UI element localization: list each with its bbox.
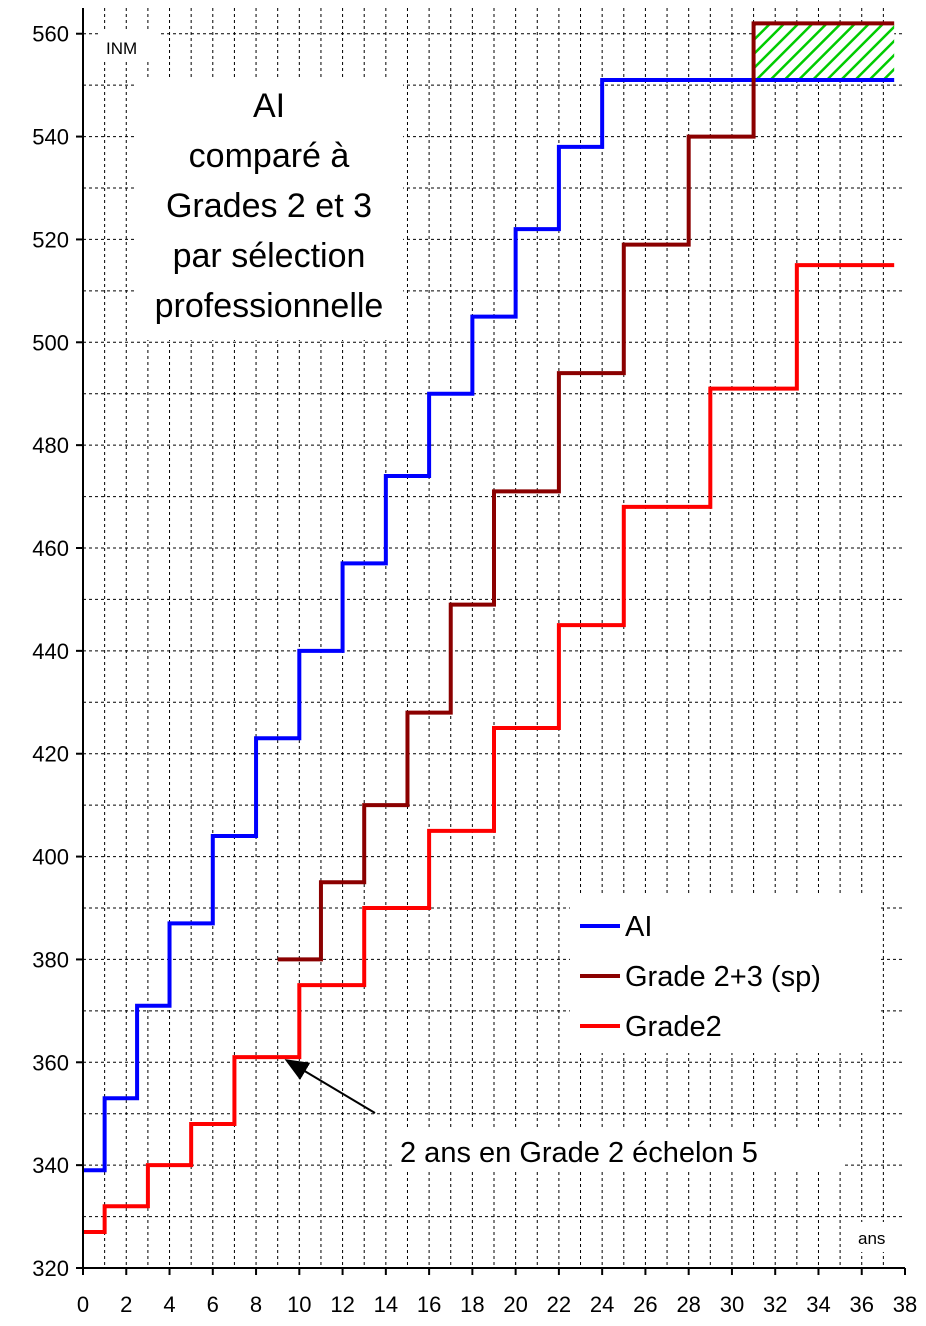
- x-tick-label: 28: [676, 1292, 700, 1317]
- ylabel-bg: [100, 30, 158, 60]
- series-line-1: [277, 21, 895, 962]
- title-line: comparé à: [189, 137, 350, 175]
- title-box: [135, 78, 403, 340]
- x-tick-label: 34: [806, 1292, 830, 1317]
- y-tick-label: 460: [32, 536, 69, 561]
- x-tick-label: 10: [287, 1292, 311, 1317]
- x-tick-label: 22: [547, 1292, 571, 1317]
- x-tick-label: 14: [374, 1292, 398, 1317]
- x-tick-label: 18: [460, 1292, 484, 1317]
- y-tick-label: 480: [32, 433, 69, 458]
- x-tick-label: 32: [763, 1292, 787, 1317]
- series-line-0: [83, 78, 895, 1173]
- x-axis-label: ans: [858, 1229, 885, 1248]
- x-tick-label: 8: [250, 1292, 262, 1317]
- series-lines: [83, 21, 895, 1234]
- x-tick-label: 6: [207, 1292, 219, 1317]
- y-tick-label: 320: [32, 1256, 69, 1281]
- y-axis-label: INM: [106, 39, 137, 58]
- title-line: Grades 2 et 3: [166, 187, 372, 225]
- y-tick-label: 520: [32, 227, 69, 252]
- annotation: 2 ans en Grade 2 échelon 5: [284, 1059, 844, 1170]
- y-tick-label: 400: [32, 845, 69, 870]
- x-tick-label: 36: [849, 1292, 873, 1317]
- x-tick-label: 12: [330, 1292, 354, 1317]
- axes: 3203403603804004204404604805005205405600…: [32, 8, 917, 1317]
- x-tick-label: 16: [417, 1292, 441, 1317]
- legend-label-0: AI: [625, 911, 652, 943]
- annotation-bg: [392, 1128, 844, 1170]
- x-tick-label: 0: [77, 1292, 89, 1317]
- hatched-region: [753, 23, 895, 80]
- title-line: professionnelle: [155, 287, 384, 325]
- y-tick-label: 560: [32, 22, 69, 47]
- legend-label-2: Grade2: [625, 1011, 722, 1043]
- title-line: AI: [253, 87, 285, 125]
- y-tick-label: 340: [32, 1153, 69, 1178]
- xlabel-bg: [852, 1222, 902, 1252]
- annotation-arrow: [284, 1059, 376, 1114]
- x-tick-label: 4: [163, 1292, 175, 1317]
- legend: AI Grade 2+3 (sp) Grade2: [570, 895, 878, 1053]
- y-tick-label: 500: [32, 330, 69, 355]
- x-tick-label: 24: [590, 1292, 614, 1317]
- y-tick-label: 380: [32, 947, 69, 972]
- x-tick-label: 20: [503, 1292, 527, 1317]
- annotation-text: 2 ans en Grade 2 échelon 5: [400, 1137, 758, 1169]
- x-tick-label: 2: [120, 1292, 132, 1317]
- x-tick-label: 38: [893, 1292, 917, 1317]
- y-tick-label: 440: [32, 639, 69, 664]
- title-line: par sélection: [173, 237, 366, 275]
- y-tick-label: 360: [32, 1050, 69, 1075]
- legend-box: [570, 895, 878, 1053]
- x-tick-label: 26: [633, 1292, 657, 1317]
- series-line-2: [83, 263, 895, 1234]
- y-tick-label: 540: [32, 125, 69, 150]
- x-tick-label: 30: [720, 1292, 744, 1317]
- legend-label-1: Grade 2+3 (sp): [625, 961, 821, 993]
- hatched-area: [753, 23, 895, 80]
- y-tick-label: 420: [32, 742, 69, 767]
- chart-title: AI comparé à Grades 2 et 3 par sélection pro…: [135, 78, 403, 340]
